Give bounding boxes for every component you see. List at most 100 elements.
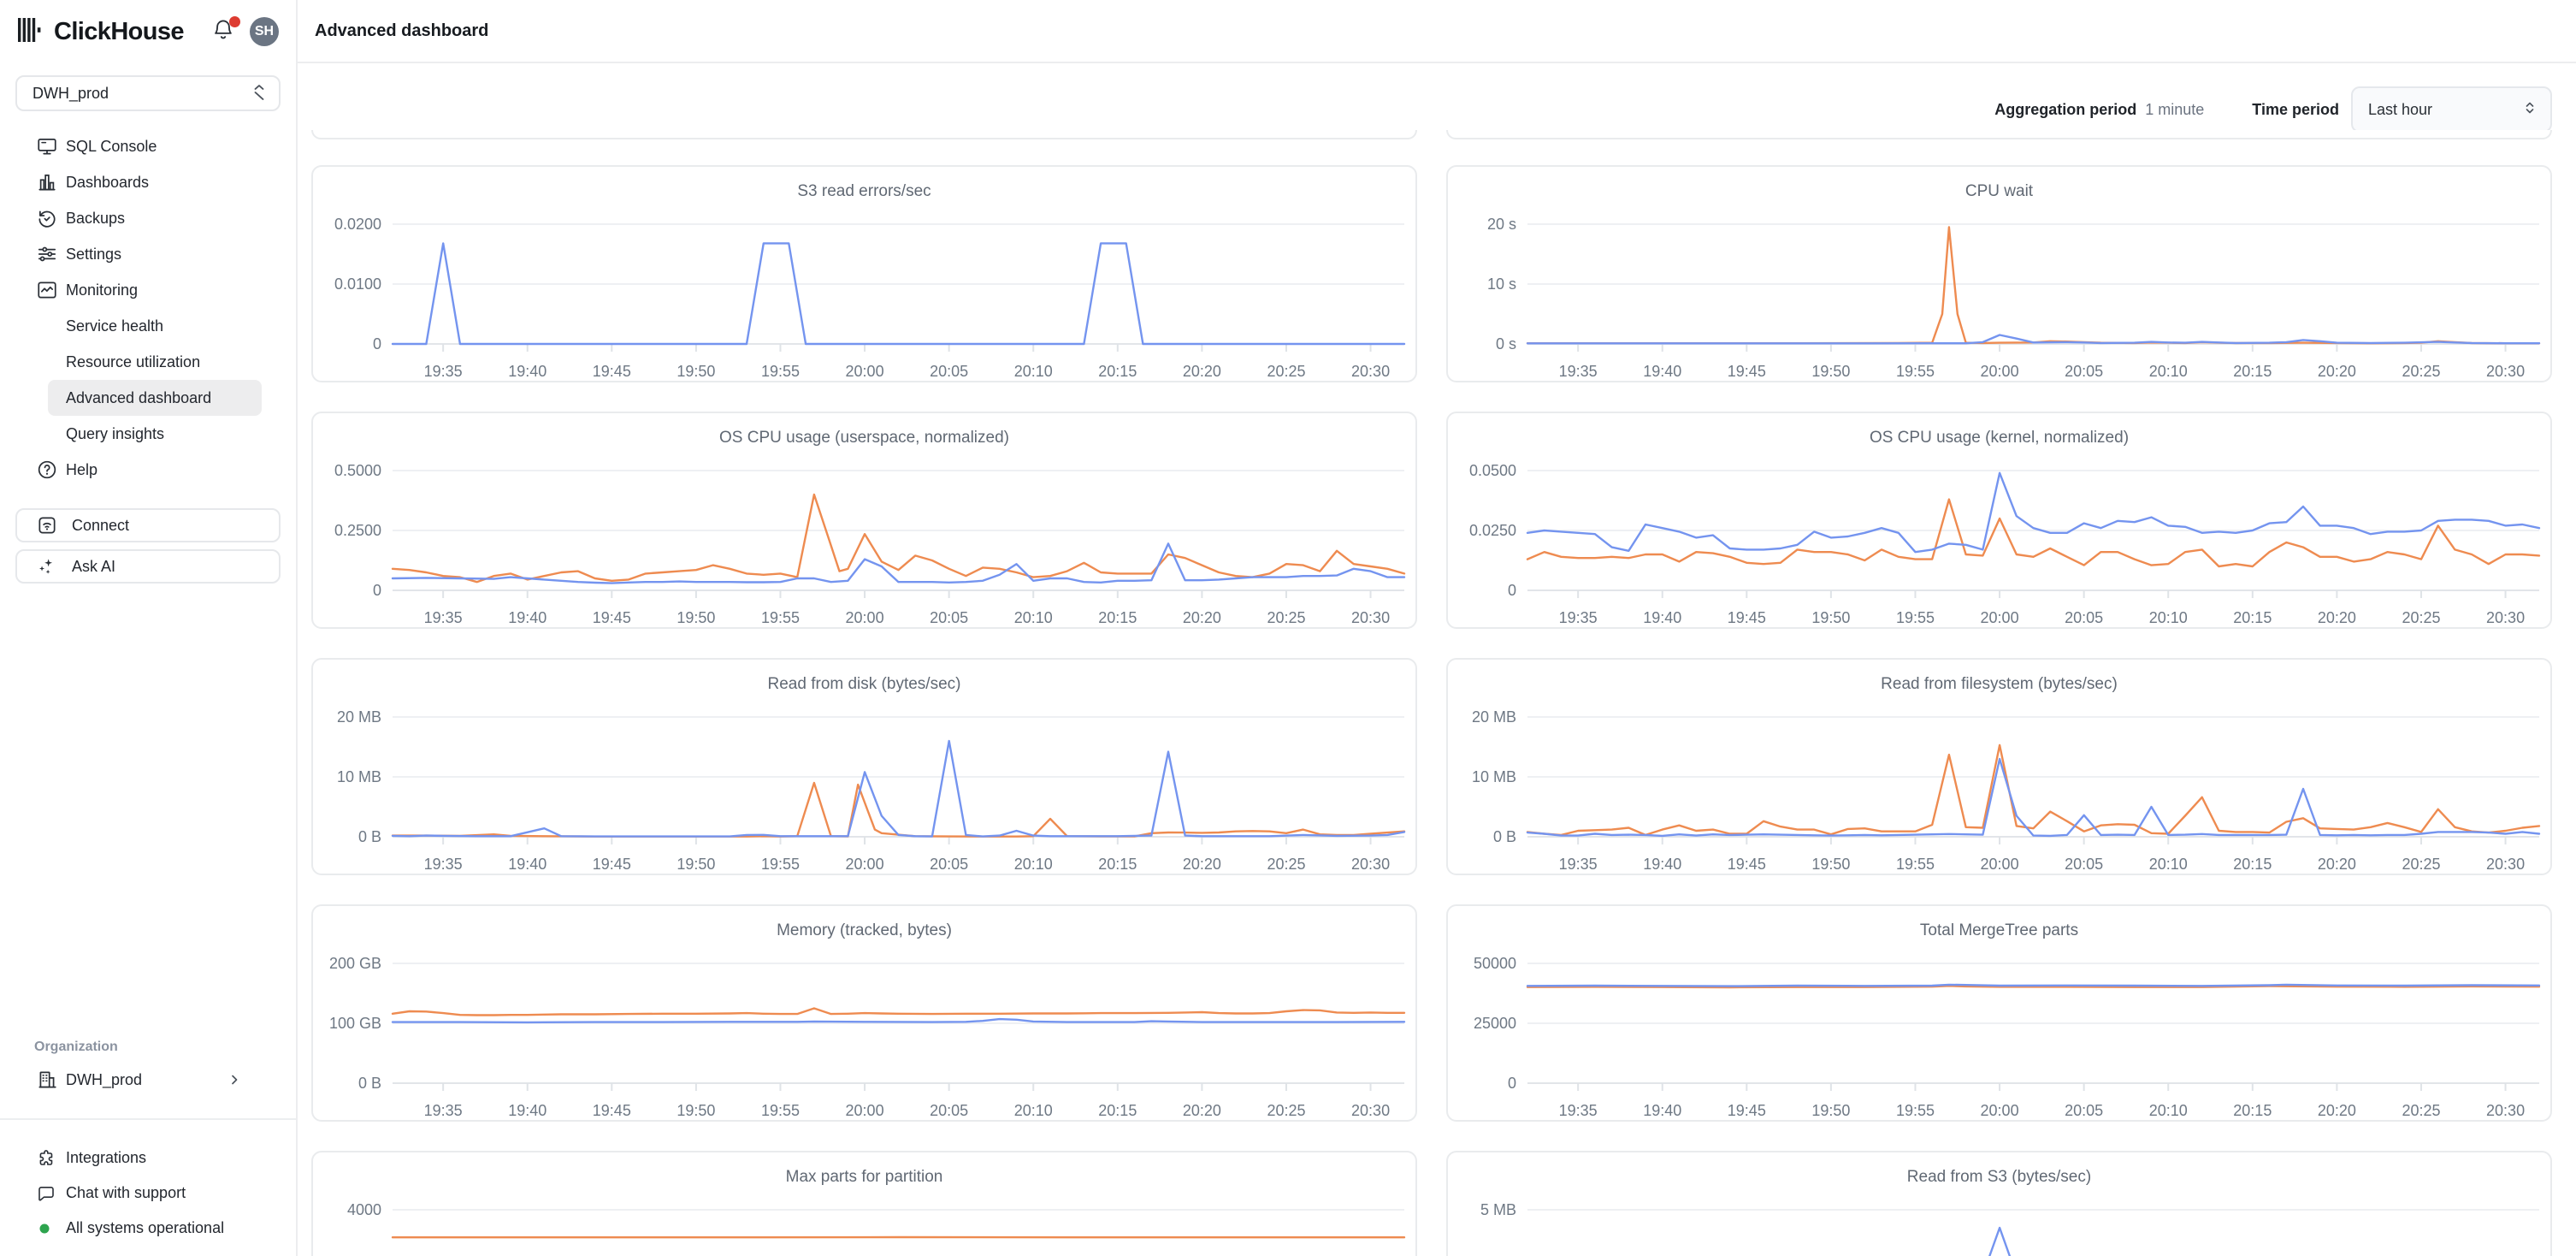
sidebar-footer-all-systems-operational[interactable]: All systems operational — [0, 1211, 296, 1246]
svg-text:19:50: 19:50 — [1811, 856, 1850, 873]
avatar[interactable]: SH — [250, 17, 279, 46]
chart-canvas[interactable]: 0.5000 0.2500 0 19:35 19:40 19:45 19:50 19:55 20… — [313, 413, 1415, 627]
svg-text:19:45: 19:45 — [593, 609, 631, 626]
sidebar-item-query-insights[interactable]: Query insights — [0, 416, 296, 452]
svg-text:25000: 25000 — [1474, 1015, 1516, 1032]
svg-text:19:55: 19:55 — [761, 1102, 800, 1119]
svg-text:20:15: 20:15 — [2233, 363, 2272, 380]
organization-row[interactable]: DWH_prod — [0, 1062, 296, 1098]
cropped-panel — [311, 130, 1417, 139]
sidebar: ClickHouse SH DWH_prod SQL Console Dashbo… — [0, 0, 298, 1256]
sidebar-item-resource-utilization[interactable]: Resource utilization — [0, 344, 296, 380]
chat-icon — [36, 1182, 58, 1205]
svg-text:0.2500: 0.2500 — [334, 522, 381, 539]
sidebar-footer-integrations[interactable]: Integrations — [0, 1140, 296, 1176]
page-title: Advanced dashboard — [315, 21, 489, 40]
chart-canvas[interactable]: 50000 25000 0 19:35 19:40 19:45 19:50 19:55 20:0… — [1448, 906, 2550, 1120]
puzzle-icon — [36, 1147, 58, 1170]
sidebar-item-label: Advanced dashboard — [66, 388, 212, 406]
sidebar-item-dashboards[interactable]: Dashboards — [0, 164, 296, 200]
svg-text:20:00: 20:00 — [1981, 856, 2019, 873]
svg-text:19:40: 19:40 — [1643, 363, 1681, 380]
action-label: Ask AI — [72, 557, 116, 575]
svg-text:19:40: 19:40 — [508, 609, 547, 626]
svg-text:20:05: 20:05 — [2065, 363, 2103, 380]
svg-text:20:00: 20:00 — [1981, 1102, 2019, 1119]
svg-text:20:15: 20:15 — [2233, 609, 2272, 626]
organization-section-label: Organization — [34, 1040, 118, 1054]
chart-panel-read-from-disk: 20 MB 10 MB 0 B 19:35 19:40 19:45 19:50 19:55 20… — [311, 658, 1417, 875]
sidebar-item-sql-console[interactable]: SQL Console — [0, 128, 296, 164]
sidebar-item-label: Backups — [66, 209, 126, 227]
svg-text:19:55: 19:55 — [761, 609, 800, 626]
svg-text:20:25: 20:25 — [1267, 1102, 1305, 1119]
svg-text:20:10: 20:10 — [2149, 609, 2188, 626]
svg-text:10 MB: 10 MB — [1472, 768, 1516, 785]
svg-text:20:20: 20:20 — [2318, 363, 2356, 380]
chart-canvas[interactable]: 20 s 10 s 0 s 19:35 19:40 19:45 19:50 19:55 20:0… — [1448, 167, 2550, 381]
svg-text:19:35: 19:35 — [1559, 1102, 1598, 1119]
svg-text:19:55: 19:55 — [1896, 609, 1935, 626]
sidebar-footer-chat-with-support[interactable]: Chat with support — [0, 1176, 296, 1211]
connect-button[interactable]: Connect — [15, 508, 281, 542]
sidebar-item-backups[interactable]: Backups — [0, 200, 296, 236]
svg-text:20:20: 20:20 — [1183, 609, 1221, 626]
sidebar-item-help[interactable]: Help — [0, 452, 296, 488]
svg-text:20:30: 20:30 — [1351, 856, 1390, 873]
sidebar-divider — [0, 1118, 296, 1120]
chart-canvas[interactable]: 0.0200 0.0100 0 19:35 19:40 19:45 19:50 19:55 20… — [313, 167, 1415, 381]
svg-text:20:15: 20:15 — [2233, 856, 2272, 873]
svg-text:20:15: 20:15 — [1098, 856, 1137, 873]
svg-text:20:25: 20:25 — [2402, 609, 2440, 626]
svg-text:20:05: 20:05 — [930, 609, 968, 626]
svg-text:19:40: 19:40 — [1643, 1102, 1681, 1119]
svg-text:20:20: 20:20 — [1183, 1102, 1221, 1119]
svg-text:20:25: 20:25 — [2402, 363, 2440, 380]
sidebar-item-advanced-dashboard[interactable]: Advanced dashboard — [48, 380, 262, 416]
chart-canvas[interactable]: 20 MB 10 MB 0 B 19:35 19:40 19:45 19:50 19:55 20… — [313, 660, 1415, 874]
svg-text:20:30: 20:30 — [1351, 609, 1390, 626]
bar-chart-icon — [36, 171, 58, 193]
svg-text:0: 0 — [1508, 582, 1516, 599]
chart-panel-os-cpu-userspace: 0.5000 0.2500 0 19:35 19:40 19:45 19:50 19:55 20… — [311, 412, 1417, 629]
chart-canvas[interactable]: 200 GB 100 GB 0 B 19:35 19:40 19:45 19:50 19:55… — [313, 906, 1415, 1120]
svg-text:19:50: 19:50 — [676, 856, 715, 873]
sidebar-item-settings[interactable]: Settings — [0, 236, 296, 272]
monitor-icon — [36, 135, 58, 157]
dashboard-content: Aggregation period 1 minute Time period … — [298, 63, 2576, 1256]
svg-text:20:15: 20:15 — [1098, 363, 1137, 380]
svg-text:19:50: 19:50 — [1811, 363, 1850, 380]
aggregation-period-value: 1 minute — [2145, 100, 2205, 118]
notifications-bell-icon[interactable] — [212, 16, 240, 45]
chart-canvas[interactable]: 0.0500 0.0250 0 19:35 19:40 19:45 19:50 19:55 20… — [1448, 413, 2550, 627]
cropped-panel-row — [311, 130, 2552, 139]
svg-text:20 s: 20 s — [1487, 216, 1516, 233]
sidebar-item-service-health[interactable]: Service health — [0, 308, 296, 344]
time-period-select[interactable]: Last hour — [2351, 86, 2552, 133]
chart-panel-os-cpu-kernel: 0.0500 0.0250 0 19:35 19:40 19:45 19:50 19:55 20… — [1446, 412, 2552, 629]
svg-text:0.0500: 0.0500 — [1469, 462, 1516, 479]
svg-text:19:45: 19:45 — [1728, 1102, 1766, 1119]
chart-canvas[interactable]: 20 MB 10 MB 0 B 19:35 19:40 19:45 19:50 19:55 20… — [1448, 660, 2550, 874]
svg-text:19:50: 19:50 — [1811, 609, 1850, 626]
ask-ai-button[interactable]: Ask AI — [15, 549, 281, 584]
service-selector[interactable]: DWH_prod — [15, 75, 281, 111]
chart-canvas[interactable]: 4000200019:3519:4019:4519:5019:5520:0020… — [313, 1152, 1415, 1256]
sidebar-item-monitoring[interactable]: Monitoring — [0, 272, 296, 308]
svg-text:20:00: 20:00 — [846, 856, 884, 873]
svg-text:19:35: 19:35 — [424, 1102, 463, 1119]
svg-text:20:05: 20:05 — [930, 856, 968, 873]
svg-text:19:40: 19:40 — [1643, 856, 1681, 873]
svg-text:20:15: 20:15 — [1098, 1102, 1137, 1119]
svg-text:20:30: 20:30 — [2486, 1102, 2525, 1119]
chart-canvas[interactable]: 5 MB2.5 MB19:3519:4019:4519:5019:5520:00… — [1448, 1152, 2550, 1256]
dashboard-controls: Aggregation period 1 minute Time period … — [311, 86, 2552, 133]
svg-text:20:00: 20:00 — [1981, 609, 2019, 626]
sidebar-nav: SQL Console Dashboards Backups Settings Moni… — [0, 128, 296, 488]
svg-text:20:25: 20:25 — [2402, 1102, 2440, 1119]
svg-text:50000: 50000 — [1474, 955, 1516, 972]
chart-panel-max-parts-for-partition: 4000200019:3519:4019:4519:5019:5520:0020… — [311, 1151, 1417, 1256]
svg-text:19:45: 19:45 — [1728, 856, 1766, 873]
sidebar-item-label: Settings — [66, 245, 122, 263]
